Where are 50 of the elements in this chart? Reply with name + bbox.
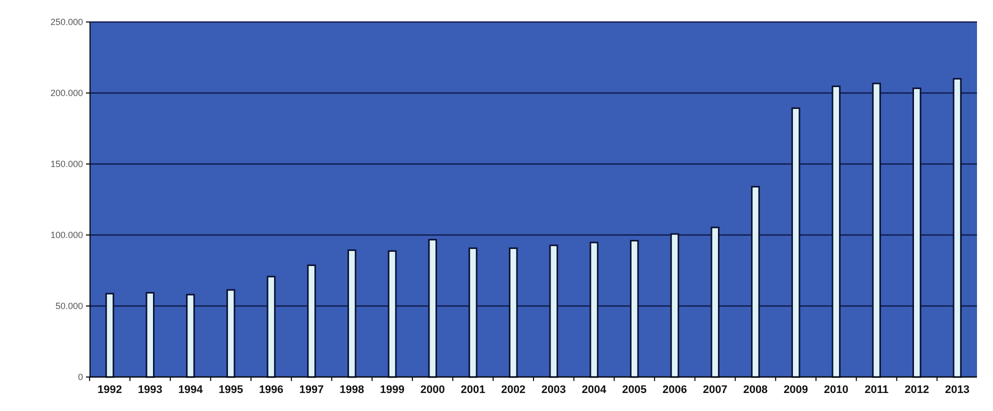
x-tick-label: 2011 [864,384,888,396]
y-tick-label: 200.000 [50,88,83,98]
bar [226,289,236,378]
x-tick-label: 1994 [178,384,204,396]
x-tick-label: 1995 [218,384,244,396]
x-tick-label: 1998 [340,384,364,396]
bar [751,186,760,378]
bar [952,78,962,378]
bar [710,226,720,378]
x-tick-label: 2006 [662,384,687,396]
bar [912,88,922,378]
bar [428,238,437,378]
x-tick-label: 2007 [702,384,728,396]
x-tick-label: 1999 [380,384,404,396]
bar [468,247,478,378]
bar [348,249,356,378]
x-tick-label: 1993 [138,384,162,396]
bar [590,242,598,378]
x-tick-label: 2013 [944,384,970,396]
y-tick-label: 0 [78,372,83,382]
bar [186,294,195,378]
bar [872,82,881,378]
x-tick-label: 2004 [582,384,608,396]
x-tick-label: 2001 [460,384,486,396]
x-tick-label: 2012 [904,384,930,396]
x-tick-label: 1992 [98,384,122,396]
bar [146,292,155,378]
x-tick-label: 2005 [622,384,647,396]
y-tick-label: 50.000 [55,301,83,312]
bar [832,86,841,378]
x-tick-label: 1996 [258,384,284,396]
x-tick-label: 2003 [541,384,566,396]
y-tick-label: 250.000 [50,17,83,28]
bar [388,250,397,378]
bar [307,264,316,378]
bar [508,247,518,378]
y-tick-label: 100.000 [50,230,83,240]
bar [670,233,680,378]
x-tick-label: 2009 [784,384,808,396]
x-tick-label: 2002 [501,384,526,396]
x-tick-label: 1997 [299,384,324,396]
x-tick-label: 2008 [743,384,768,396]
x-tick-label: 2010 [824,384,848,396]
bar [549,244,558,378]
bar [266,276,276,378]
bar [105,292,114,378]
bar [630,240,639,378]
y-tick-label: 150.000 [50,159,83,170]
bar [791,107,800,378]
x-tick-label: 2000 [420,384,445,396]
